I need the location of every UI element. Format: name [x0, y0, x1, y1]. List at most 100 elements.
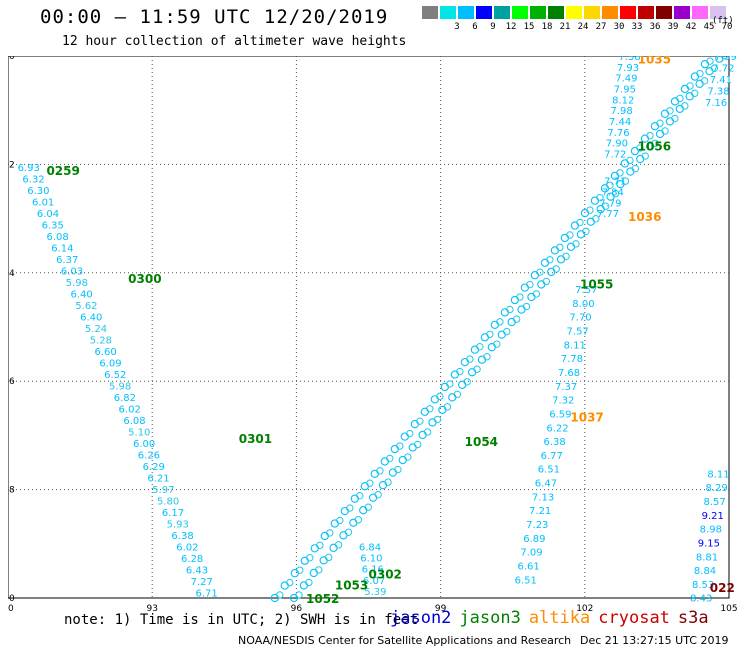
y-tick-label: -46 [8, 377, 15, 387]
swh-marker [315, 566, 323, 574]
swh-marker [286, 578, 294, 587]
swh-value: 6.51 [515, 575, 537, 586]
swh-marker [364, 503, 372, 511]
swh-marker [706, 57, 714, 65]
swh-marker [456, 367, 464, 376]
swh-marker [366, 479, 374, 487]
swh-marker [586, 217, 595, 226]
swh-marker [596, 194, 604, 202]
swh-marker [483, 353, 491, 361]
y-tick-label: -42 [8, 160, 15, 170]
swh-value: 6.47 [535, 479, 557, 490]
swh-value: 7.09 [520, 548, 542, 559]
swh-value: 5.28 [90, 335, 112, 346]
swh-marker [486, 330, 494, 338]
swh-value: 6.35 [42, 221, 64, 232]
swh-marker [503, 327, 511, 336]
swh-value: 7.16 [705, 98, 727, 109]
swh-marker [651, 139, 659, 148]
swh-marker [470, 345, 480, 354]
swh-marker [406, 429, 414, 438]
swh-value: 6.02 [119, 404, 141, 415]
swh-marker [473, 365, 481, 373]
swh-value: 6.60 [95, 347, 117, 358]
swh-marker [394, 465, 402, 474]
swh-value: 6.84 [359, 543, 381, 554]
swh-marker [423, 428, 432, 436]
legend-label: 27 [595, 22, 607, 32]
swh-value: 6.51 [538, 465, 560, 476]
swh-value: 6.52 [104, 370, 126, 381]
swh-marker [354, 516, 363, 524]
swh-value: 6.22 [546, 423, 568, 434]
swh-value: 5.97 [152, 485, 174, 496]
swh-marker [566, 231, 574, 239]
swh-value: 6.03 [61, 267, 83, 278]
satellite-cryosat: cryosat [598, 608, 670, 628]
legend-label: 30 [613, 22, 625, 32]
swh-marker [520, 283, 530, 292]
swh-marker [295, 591, 303, 599]
swh-marker [476, 342, 484, 351]
swh-marker [463, 378, 471, 386]
swh-marker [691, 89, 699, 98]
swh-value: 6.02 [176, 542, 198, 553]
swh-marker [334, 541, 343, 549]
swh-value: 7.58 [618, 56, 640, 63]
pass-time-label: 022 [710, 581, 735, 595]
swh-marker [330, 519, 339, 528]
y-tick-label: -44 [8, 269, 15, 279]
swh-marker [359, 506, 368, 515]
swh-marker [324, 553, 333, 562]
swh-value: 6.08 [46, 232, 68, 243]
swh-value: 5.62 [75, 301, 97, 312]
swh-marker [433, 415, 442, 424]
swh-marker [300, 556, 309, 565]
swh-marker [522, 302, 531, 311]
swh-marker [370, 469, 379, 478]
swh-value: 7.57 [567, 327, 589, 338]
swh-value: 7.23 [526, 520, 548, 531]
swh-marker [467, 368, 477, 377]
swh-marker [516, 293, 524, 301]
swh-marker [606, 181, 614, 189]
swh-marker [572, 240, 580, 248]
swh-value: 9.21 [702, 511, 724, 522]
swh-marker [384, 478, 392, 486]
swh-marker [507, 317, 516, 327]
swh-marker [547, 267, 556, 277]
swh-marker [420, 407, 429, 416]
swh-value: 8.53 [692, 580, 714, 591]
legend-swatch [566, 6, 582, 19]
swh-marker [487, 343, 497, 352]
legend-swatch [422, 6, 438, 19]
swh-marker [616, 169, 624, 177]
swh-marker [374, 490, 382, 499]
swh-marker [526, 280, 534, 289]
legend-unit: (ft) [712, 16, 734, 26]
swh-value: 6.30 [27, 186, 49, 197]
satellite-s3a: s3a [677, 608, 709, 628]
swh-value: 7.68 [558, 368, 580, 379]
legend-swatch [440, 6, 456, 19]
swh-marker [477, 355, 487, 364]
swh-marker [436, 392, 444, 401]
swh-marker [378, 480, 388, 490]
swh-value: 6.28 [181, 554, 203, 565]
legend-label: 70 [721, 22, 733, 32]
pass-time-label: 1035 [638, 56, 671, 67]
swh-marker [299, 581, 309, 590]
swh-value: 7.99 [715, 56, 737, 63]
swh-value: 7.77 [597, 209, 619, 220]
swh-marker [646, 131, 654, 140]
swh-marker [326, 529, 334, 537]
swh-value: 6.14 [51, 244, 73, 255]
swh-marker [542, 277, 551, 286]
swh-marker [720, 56, 729, 60]
swh-marker [396, 442, 404, 450]
swh-value: 6.59 [549, 409, 571, 420]
swh-value: 7.72 [712, 63, 734, 74]
swh-value: 7.38 [707, 86, 729, 97]
pass-time-label: 1037 [570, 410, 603, 424]
swh-marker [556, 243, 564, 252]
